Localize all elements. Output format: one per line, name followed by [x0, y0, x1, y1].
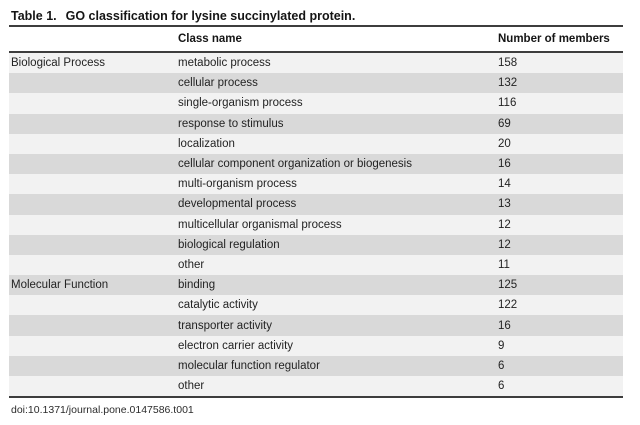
class-name-cell: metabolic process: [178, 57, 271, 70]
members-cell: 132: [498, 77, 518, 90]
table-row: multicellular organismal process 12: [9, 214, 623, 235]
class-name-cell: cellular component organization or bioge…: [178, 158, 412, 171]
members-cell: 20: [498, 137, 511, 150]
members-cell: 158: [498, 57, 518, 70]
class-name-cell: localization: [178, 137, 235, 150]
table-row: multi-organism process 14: [9, 174, 623, 195]
class-name-cell: single-organism process: [178, 97, 303, 110]
table-row: Biological Process metabolic process 158: [9, 53, 623, 74]
table-body: Biological Process metabolic process 158…: [9, 53, 623, 397]
members-cell: 16: [498, 158, 511, 171]
table-row: response to stimulus 69: [9, 113, 623, 134]
class-name-cell: developmental process: [178, 198, 297, 211]
group-cell: Molecular Function: [11, 279, 109, 292]
class-name-cell: response to stimulus: [178, 117, 284, 130]
members-cell: 14: [498, 178, 511, 191]
class-name-cell: multicellular organismal process: [178, 218, 342, 231]
members-cell: 16: [498, 319, 511, 332]
members-cell: 6: [498, 359, 505, 372]
class-name-cell: biological regulation: [178, 238, 280, 251]
table-row: other 11: [9, 254, 623, 276]
members-cell: 116: [498, 97, 517, 110]
table-row: molecular function regulator 6: [9, 355, 623, 376]
table-row: cellular process 132: [9, 73, 623, 94]
table-caption: GO classification for lysine succinylate…: [65, 9, 356, 23]
table-row: Molecular Function binding 125: [9, 275, 623, 296]
doi-text: doi:10.1371/journal.pone.0147586.t001: [11, 404, 194, 417]
class-name-cell: other: [178, 380, 205, 393]
header-class-name: Class name: [178, 33, 242, 45]
table-number-label: Table 1.: [11, 9, 57, 23]
members-cell: 13: [498, 198, 511, 211]
members-cell: 69: [498, 117, 511, 130]
members-cell: 125: [498, 279, 518, 292]
table-row: developmental process 13: [9, 194, 623, 215]
table-row: transporter activity 16: [9, 315, 623, 336]
table-row: other 6: [9, 376, 623, 397]
table-row: catalytic activity 122: [9, 295, 623, 316]
class-name-cell: catalytic activity: [178, 299, 258, 312]
class-name-cell: multi-organism process: [178, 178, 297, 191]
table-title: Table 1. GO classification for lysine suc…: [0, 0, 640, 25]
class-name-cell: other: [178, 258, 205, 271]
class-name-cell: binding: [178, 279, 216, 292]
table-row: biological regulation 12: [9, 234, 623, 255]
class-name-cell: molecular function regulator: [178, 359, 320, 372]
members-cell: 6: [498, 380, 505, 393]
members-cell: 122: [498, 299, 518, 312]
table-row: electron carrier activity 9: [9, 335, 623, 356]
class-name-cell: electron carrier activity: [178, 339, 294, 352]
table-header-row: Class name Number of members: [9, 27, 623, 53]
table-row: single-organism process 116: [9, 93, 623, 114]
table-row: localization 20: [9, 133, 623, 154]
members-cell: 9: [498, 339, 505, 352]
go-classification-table: Class name Number of members Biological …: [9, 25, 623, 399]
members-cell: 12: [498, 218, 511, 231]
table-row: cellular component organization or bioge…: [9, 153, 623, 175]
members-cell: 11: [498, 258, 510, 271]
class-name-cell: transporter activity: [178, 319, 272, 332]
group-cell: Biological Process: [11, 57, 105, 70]
members-cell: 12: [498, 238, 511, 251]
header-number-of-members: Number of members: [498, 33, 610, 45]
class-name-cell: cellular process: [178, 77, 258, 90]
